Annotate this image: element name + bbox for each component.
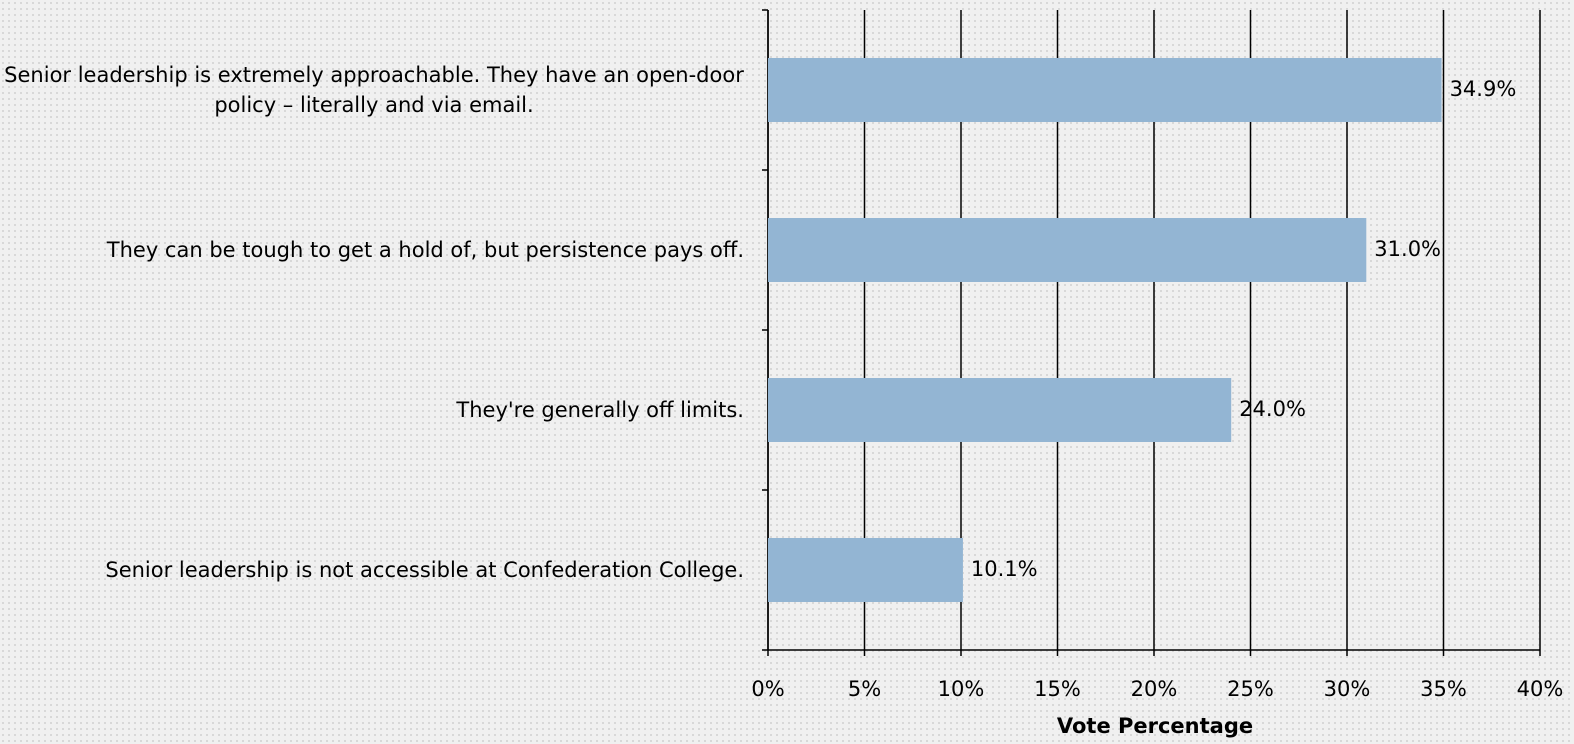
category-label: Senior leadership is extremely approacha… [4, 60, 744, 120]
value-label: 34.9% [1450, 77, 1517, 101]
x-tick-label: 15% [1034, 677, 1081, 701]
value-label: 24.0% [1239, 397, 1306, 421]
category-label: Senior leadership is not accessible at C… [4, 555, 744, 585]
x-tick-label: 10% [938, 677, 985, 701]
x-tick-label: 20% [1131, 677, 1178, 701]
bar [768, 218, 1367, 282]
category-text: They can be tough to get a hold of, but … [106, 238, 744, 262]
category-text: Senior leadership is not accessible at C… [105, 558, 744, 582]
value-label: 31.0% [1374, 237, 1441, 261]
x-tick-label: 30% [1324, 677, 1371, 701]
x-tick-label: 35% [1420, 677, 1467, 701]
value-label: 10.1% [971, 557, 1038, 581]
x-axis-title: Vote Percentage [1057, 714, 1253, 738]
category-text: They're generally off limits. [456, 398, 744, 422]
bar [768, 538, 963, 602]
bar [768, 378, 1232, 442]
category-label: They can be tough to get a hold of, but … [4, 235, 744, 265]
bar [768, 58, 1442, 122]
x-tick-label: 5% [848, 677, 881, 701]
x-tick-label: 40% [1517, 677, 1564, 701]
category-label: They're generally off limits. [4, 395, 744, 425]
x-tick-label: 0% [751, 677, 784, 701]
category-text: Senior leadership is extremely approacha… [4, 63, 744, 117]
x-tick-label: 25% [1227, 677, 1274, 701]
